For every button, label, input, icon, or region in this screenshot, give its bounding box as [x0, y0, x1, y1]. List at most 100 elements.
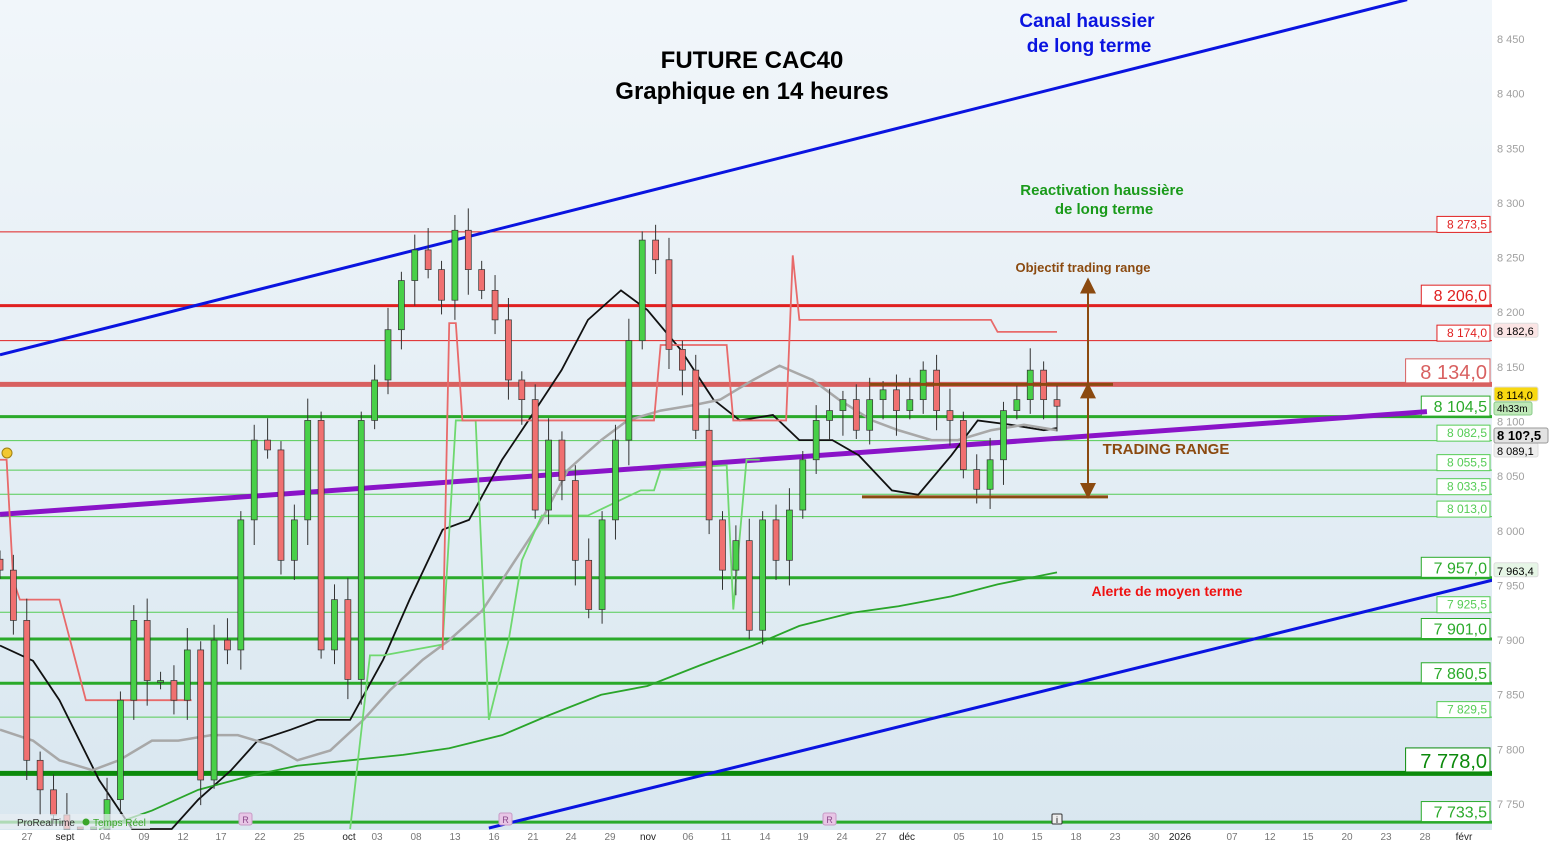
candle	[130, 605, 138, 720]
candle	[291, 504, 298, 580]
candle-body-down	[585, 559, 593, 610]
candle-body-up	[545, 439, 552, 511]
candle	[224, 618, 231, 665]
candle	[357, 411, 365, 705]
candle	[719, 511, 726, 590]
candle	[732, 525, 740, 596]
x-tick-label: 06	[682, 832, 694, 841]
y-tick-label: 7 750	[1497, 799, 1525, 811]
price-tag	[1493, 562, 1539, 578]
candle	[585, 538, 593, 619]
price-tag-label: 8 089,1	[1497, 446, 1534, 458]
candle	[679, 340, 686, 396]
x-tick-label: 07	[1226, 832, 1238, 841]
x-tick-label: oct	[342, 832, 356, 841]
candle-body-down	[505, 319, 512, 381]
candle	[505, 298, 512, 400]
candle	[237, 511, 245, 670]
candle	[933, 354, 940, 431]
x-tick-label: 21	[527, 832, 539, 841]
candle	[772, 504, 780, 580]
candle	[652, 224, 659, 274]
y-tick-label: 8 050	[1497, 471, 1525, 483]
price-tag	[1493, 386, 1539, 402]
level-label: 8 206,0	[1434, 288, 1487, 305]
indicator-line	[441, 255, 1057, 650]
y-axis-background	[1492, 0, 1549, 841]
candle-body-up	[598, 519, 606, 610]
candle-body-up	[451, 229, 459, 301]
x-tick-label: 10	[992, 832, 1004, 841]
candle	[424, 228, 432, 279]
candle-body-up	[638, 239, 646, 341]
y-tick-label: 8 000	[1497, 526, 1525, 538]
annotation-alerte: Alerte de moyen terme	[1092, 583, 1243, 599]
x-tick-label: déc	[899, 832, 915, 841]
y-tick-label: 7 800	[1497, 744, 1525, 756]
x-tick-label: 29	[604, 832, 616, 841]
annotation-canal-2: de long terme	[1027, 36, 1152, 57]
price-tag-label: 8 114,0	[1497, 390, 1533, 402]
candle	[23, 598, 31, 780]
candle	[973, 454, 981, 504]
candle-body-down	[264, 439, 271, 451]
level-label-box	[1420, 662, 1491, 684]
candle-body-down	[705, 429, 713, 521]
level-label-box	[1420, 284, 1491, 306]
candle	[879, 381, 887, 420]
x-tick-label: 25	[293, 832, 305, 841]
level-label-box	[1436, 215, 1491, 233]
candle-body-down	[665, 259, 673, 350]
candle	[451, 214, 459, 320]
candle-body-up	[759, 519, 766, 631]
candle	[170, 665, 178, 715]
candle	[398, 271, 405, 350]
x-tick-label: 11	[721, 832, 732, 841]
level-label: 8 055,5	[1447, 456, 1487, 470]
candle-body-up	[237, 519, 245, 651]
level-label-box	[1405, 358, 1491, 384]
level-label: 7 957,0	[1434, 560, 1487, 577]
x-tick-label: 15	[1031, 832, 1043, 841]
candle-body-down	[424, 249, 432, 270]
x-tick-label: 2026	[1169, 832, 1192, 841]
x-tick-label: 23	[1380, 832, 1392, 841]
x-tick-label: 28	[1419, 832, 1431, 841]
candle-body-down	[679, 349, 686, 371]
candle	[598, 511, 606, 624]
candle	[799, 451, 807, 519]
marker-info[interactable]: i	[1051, 813, 1063, 825]
candle-body-down	[23, 620, 31, 761]
candle-body-down	[478, 269, 486, 291]
candle	[1000, 401, 1007, 485]
candle	[491, 275, 499, 335]
candle-body-down	[170, 680, 178, 701]
chart-title: FUTURE CAC40	[661, 47, 844, 74]
candle-body-down	[1053, 399, 1061, 407]
candle-body-up	[786, 509, 793, 561]
candle	[277, 441, 285, 575]
candle-body-down	[344, 599, 352, 680]
level-label: 8 174,0	[1447, 326, 1487, 340]
level-label-box	[1436, 596, 1491, 614]
marker-r[interactable]: R	[822, 812, 837, 826]
candle-body-up	[866, 399, 874, 431]
candle	[197, 641, 205, 806]
marker-r[interactable]: R	[238, 812, 253, 826]
y-tick-label: 8 350	[1497, 143, 1525, 155]
brand-label: ProRealTime	[17, 818, 75, 829]
x-tick-label: 05	[953, 832, 965, 841]
x-tick-label: 19	[797, 832, 809, 841]
candle-body-down	[692, 369, 700, 431]
x-tick-label: 18	[1070, 832, 1082, 841]
indicator-line	[349, 419, 760, 830]
candle	[759, 511, 766, 645]
level-label-box	[1420, 395, 1491, 417]
candle-body-up	[357, 420, 365, 680]
candle-body-down	[745, 540, 753, 631]
footer-watermark: ProRealTime Temps Réel	[0, 814, 150, 829]
candle	[705, 408, 713, 535]
level-label-box	[1420, 556, 1491, 578]
candle-body-up	[183, 649, 191, 701]
marker-r[interactable]: R	[498, 812, 513, 826]
